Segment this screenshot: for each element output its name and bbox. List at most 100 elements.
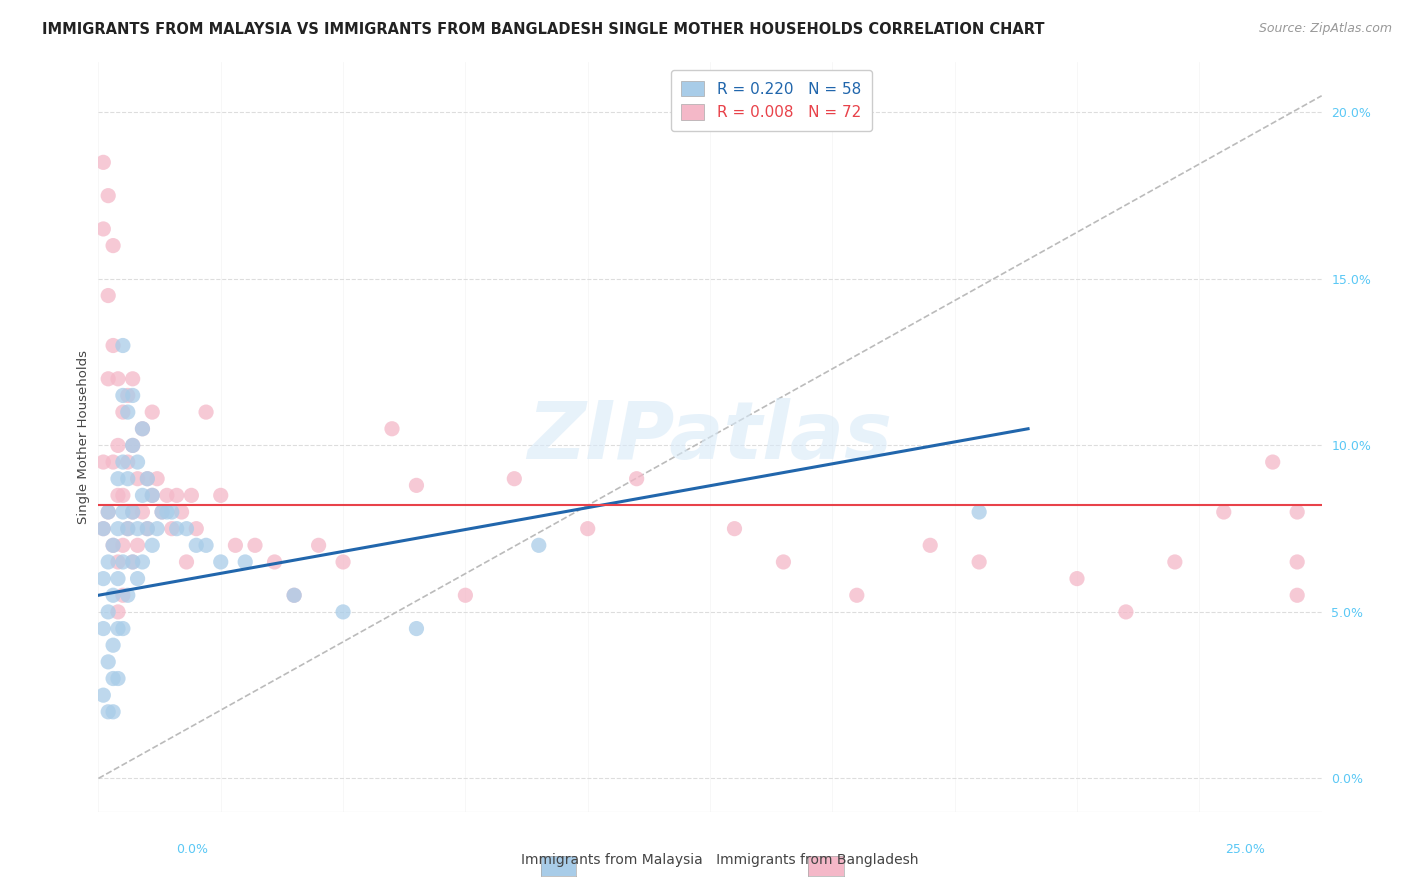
Point (131, 422, 153, 436)
Point (91, 622, 114, 636)
Point (166, 488, 188, 502)
Point (332, 555, 354, 569)
Point (97, 288, 120, 302)
Point (121, 438, 143, 452)
Point (91, 155, 114, 169)
Point (233, 555, 256, 569)
Point (967, 505, 990, 519)
Point (91, 522, 114, 536)
Text: 0.0%: 0.0% (176, 843, 208, 856)
Point (127, 472, 149, 486)
Point (107, 605, 129, 619)
Point (180, 488, 202, 502)
Point (186, 538, 208, 552)
Legend: R = 0.220   N = 58, R = 0.008   N = 72: R = 0.220 N = 58, R = 0.008 N = 72 (671, 70, 872, 131)
Point (101, 455, 124, 469)
Point (131, 505, 153, 519)
Point (1286, 505, 1309, 519)
Point (381, 422, 404, 436)
Point (176, 555, 198, 569)
Point (107, 672, 129, 686)
Point (920, 538, 942, 552)
Point (127, 538, 149, 552)
Point (97, 655, 120, 669)
Point (111, 338, 134, 352)
Point (1115, 605, 1137, 619)
Point (107, 488, 129, 502)
Point (101, 538, 124, 552)
Text: 25.0%: 25.0% (1226, 843, 1265, 856)
Point (146, 522, 169, 536)
Point (209, 555, 232, 569)
Point (101, 338, 124, 352)
Point (117, 522, 139, 536)
Point (1066, 572, 1088, 586)
Point (97, 372, 120, 386)
Point (97, 505, 120, 519)
Point (91, 455, 114, 469)
Point (107, 555, 129, 569)
Point (91, 688, 114, 702)
Point (131, 555, 153, 569)
Point (156, 505, 179, 519)
Point (101, 705, 124, 719)
Point (107, 572, 129, 586)
Point (332, 605, 354, 619)
Point (136, 522, 159, 536)
Point (101, 638, 124, 652)
Point (117, 455, 139, 469)
Point (121, 555, 143, 569)
Point (166, 522, 188, 536)
Point (97, 555, 120, 569)
Point (160, 505, 183, 519)
Point (111, 622, 134, 636)
Text: IMMIGRANTS FROM MALAYSIA VS IMMIGRANTS FROM BANGLADESH SINGLE MOTHER HOUSEHOLDS : IMMIGRANTS FROM MALAYSIA VS IMMIGRANTS F… (42, 22, 1045, 37)
Point (121, 505, 143, 519)
Point (209, 488, 232, 502)
Point (127, 455, 149, 469)
Point (91, 572, 114, 586)
Point (156, 488, 179, 502)
Point (405, 622, 427, 636)
Point (127, 572, 149, 586)
Point (121, 555, 143, 569)
Point (141, 488, 163, 502)
Point (117, 588, 139, 602)
Point (1212, 505, 1234, 519)
Point (141, 405, 163, 419)
Point (283, 588, 305, 602)
Point (117, 405, 139, 419)
Point (503, 472, 526, 486)
Point (141, 538, 163, 552)
Point (131, 488, 153, 502)
Point (97, 188, 120, 202)
Point (111, 505, 134, 519)
Text: Immigrants from Malaysia: Immigrants from Malaysia (522, 853, 703, 867)
Point (772, 555, 794, 569)
Point (101, 538, 124, 552)
Point (626, 472, 648, 486)
Point (111, 405, 134, 419)
Point (127, 522, 149, 536)
Point (111, 488, 134, 502)
Point (97, 705, 120, 719)
Point (150, 505, 173, 519)
Point (107, 622, 129, 636)
Point (121, 372, 143, 386)
Point (150, 505, 173, 519)
Point (1261, 455, 1284, 469)
Point (111, 455, 134, 469)
Point (146, 472, 169, 486)
Point (405, 478, 427, 492)
Point (101, 238, 124, 252)
Point (136, 472, 159, 486)
Point (263, 555, 285, 569)
Point (121, 388, 143, 402)
Point (107, 372, 129, 386)
Point (91, 522, 114, 536)
Point (117, 522, 139, 536)
Point (107, 522, 129, 536)
Point (195, 538, 218, 552)
Point (117, 388, 139, 402)
Point (308, 538, 330, 552)
